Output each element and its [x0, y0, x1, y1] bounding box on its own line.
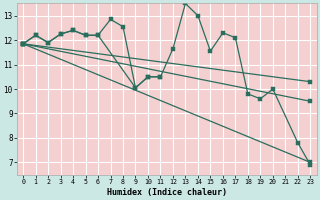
X-axis label: Humidex (Indice chaleur): Humidex (Indice chaleur): [107, 188, 227, 197]
